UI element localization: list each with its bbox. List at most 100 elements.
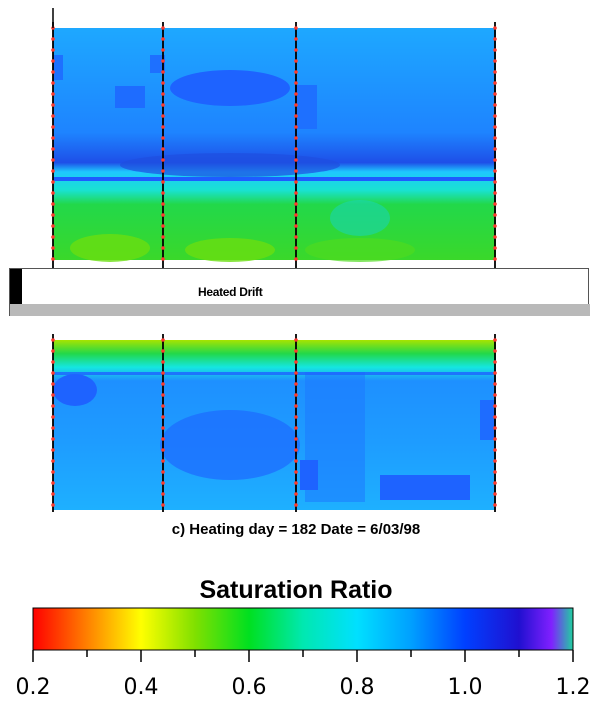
- sensor-dot: [51, 371, 55, 375]
- lower-saturation-field: [53, 340, 496, 510]
- upper-saturation-field: [53, 28, 496, 262]
- sensor-dot: [161, 426, 165, 430]
- sensor-dot: [51, 103, 55, 107]
- sensor-dot: [493, 257, 497, 261]
- sensor-dot: [493, 224, 497, 228]
- sensor-dot: [161, 503, 165, 507]
- sensor-dot: [51, 481, 55, 485]
- sensor-dot: [161, 349, 165, 353]
- sensor-dot: [294, 448, 298, 452]
- sensor-dot: [294, 246, 298, 250]
- sensor-dot: [493, 147, 497, 151]
- sensor-dot: [161, 224, 165, 228]
- sensor-dot: [294, 213, 298, 217]
- sensor-dot: [493, 338, 497, 342]
- sensor-dot: [294, 382, 298, 386]
- sensor-dot: [161, 59, 165, 63]
- sensor-dot: [51, 147, 55, 151]
- sensor-dot: [493, 37, 497, 41]
- sensor-dot: [294, 235, 298, 239]
- borehole-lines: [51, 22, 497, 512]
- sensor-dot: [161, 404, 165, 408]
- sensor-dot: [51, 235, 55, 239]
- sensor-dot: [51, 415, 55, 419]
- sensor-dot: [51, 158, 55, 162]
- sensor-dot: [51, 404, 55, 408]
- sensor-dot: [51, 246, 55, 250]
- sensor-dot: [51, 382, 55, 386]
- sensor-dot: [294, 202, 298, 206]
- sensor-dot: [161, 37, 165, 41]
- sensor-dot: [51, 70, 55, 74]
- sensor-dot: [493, 81, 497, 85]
- sensor-dot: [493, 448, 497, 452]
- sensor-dot: [294, 349, 298, 353]
- sensor-dot: [161, 180, 165, 184]
- sensor-dot: [161, 235, 165, 239]
- sensor-dot: [493, 59, 497, 63]
- sensor-dot: [161, 492, 165, 496]
- sensor-dot: [493, 136, 497, 140]
- sensor-dot: [51, 213, 55, 217]
- sensor-dot: [51, 393, 55, 397]
- sensor-dot: [161, 81, 165, 85]
- colorbar-tick-label: 1.0: [447, 675, 483, 700]
- sensor-dot: [294, 26, 298, 30]
- sensor-dot: [294, 224, 298, 228]
- colorbar-tick-label: 0.4: [123, 675, 159, 700]
- sensor-dot: [493, 404, 497, 408]
- sensor-dot: [294, 191, 298, 195]
- sensor-dot: [493, 349, 497, 353]
- sensor-dot: [51, 114, 55, 118]
- colorbar-gradient: [32, 607, 574, 651]
- sensor-dot: [294, 371, 298, 375]
- sensor-dot: [493, 191, 497, 195]
- sensor-dot: [294, 492, 298, 496]
- sensor-dot: [493, 459, 497, 463]
- sensor-dot: [51, 125, 55, 129]
- sensor-dot: [161, 470, 165, 474]
- sensor-dot: [493, 103, 497, 107]
- sensor-dot: [161, 70, 165, 74]
- sensor-dot: [493, 360, 497, 364]
- sensor-dot: [493, 26, 497, 30]
- sensor-dot: [51, 503, 55, 507]
- sensor-dot: [51, 136, 55, 140]
- sensor-dot: [161, 191, 165, 195]
- sensor-dot: [51, 202, 55, 206]
- sensor-dot: [294, 393, 298, 397]
- sensor-dot: [294, 459, 298, 463]
- sensor-dot: [161, 338, 165, 342]
- sensor-dot: [51, 37, 55, 41]
- sensor-dot: [161, 371, 165, 375]
- figure-caption: c) Heating day = 182 Date = 6/03/98: [171, 521, 421, 538]
- sensor-dot: [294, 470, 298, 474]
- sensor-dot: [294, 37, 298, 41]
- sensor-dot: [161, 26, 165, 30]
- sensor-dot: [161, 114, 165, 118]
- sensor-dot: [161, 459, 165, 463]
- sensor-dot: [493, 48, 497, 52]
- sensor-dot: [294, 59, 298, 63]
- heated-drift: Heated Drift: [9, 268, 590, 316]
- sensor-dot: [294, 404, 298, 408]
- sensor-dot: [493, 235, 497, 239]
- sensor-dot: [51, 191, 55, 195]
- sensor-dot: [161, 481, 165, 485]
- sensor-dot: [51, 437, 55, 441]
- sensor-dot: [161, 147, 165, 151]
- sensor-dot: [51, 459, 55, 463]
- drift-bulkhead: [10, 269, 22, 315]
- sensor-dot: [51, 492, 55, 496]
- sensor-dot: [493, 470, 497, 474]
- sensor-dot: [294, 415, 298, 419]
- sensor-dot: [51, 59, 55, 63]
- sensor-dot: [294, 169, 298, 173]
- sensor-dot: [493, 158, 497, 162]
- sensor-dot: [161, 415, 165, 419]
- sensor-dot: [493, 125, 497, 129]
- sensor-dot: [51, 48, 55, 52]
- sensor-dot: [294, 257, 298, 261]
- colorbar: [32, 607, 574, 662]
- sensor-dot: [51, 180, 55, 184]
